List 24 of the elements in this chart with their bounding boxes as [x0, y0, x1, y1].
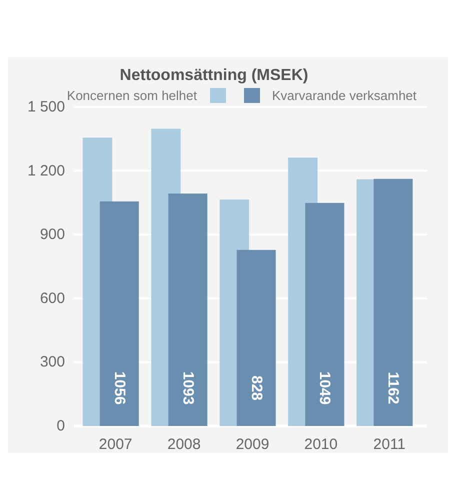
data-label: 1162 [384, 372, 402, 404]
y-tick-label: 300 [40, 354, 65, 371]
x-tick-label: 2011 [373, 436, 406, 453]
x-tick-label: 2009 [236, 436, 270, 453]
x-tick-label: 2008 [167, 436, 201, 453]
chart-title: Nettoomsättning (MSEK) [120, 67, 308, 84]
data-label: 1093 [179, 371, 196, 405]
y-tick-label: 1 500 [27, 98, 65, 116]
x-tick-label: 2007 [98, 436, 132, 453]
bar [100, 201, 139, 426]
y-tick-label: 1 200 [27, 162, 65, 180]
data-label: 1056 [110, 371, 128, 405]
bar [305, 202, 344, 426]
text: Koncernen som helhet [66, 88, 198, 103]
y-tick-label: 600 [40, 290, 65, 307]
data-label: 828 [248, 375, 265, 401]
legend-label: Kvarvarande verksamhet [272, 88, 417, 103]
x-tick-label: 2010 [304, 436, 338, 453]
y-tick-label: 900 [40, 226, 65, 244]
data-label: 1049 [316, 371, 334, 405]
bar [236, 250, 276, 426]
y-tick-label: 0 [56, 418, 65, 434]
bar [168, 194, 208, 426]
bar [374, 178, 413, 426]
